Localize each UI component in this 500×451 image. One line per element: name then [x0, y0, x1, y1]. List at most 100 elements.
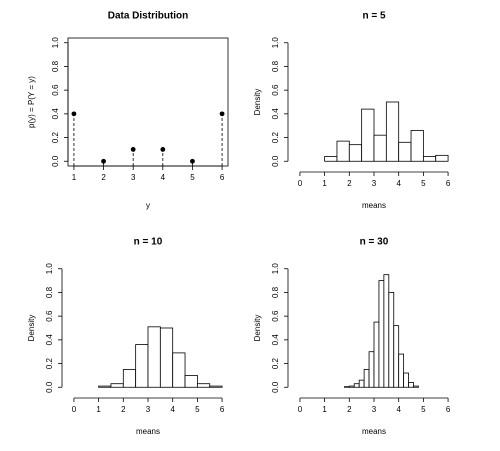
y-tick-label: 0.4: [45, 334, 54, 346]
y-tick-label: 0.4: [51, 108, 60, 120]
x-axis-label: y: [146, 201, 150, 210]
histogram-bar: [343, 386, 350, 388]
x-tick-label: 4: [396, 179, 401, 188]
panel-title: n = 30: [360, 237, 389, 248]
x-axis-label: means: [136, 427, 160, 436]
y-tick-label: 1.0: [271, 37, 280, 49]
stem-point: [101, 158, 106, 164]
panel-title: n = 10: [134, 237, 163, 248]
x-tick-label: 1: [96, 405, 101, 414]
y-tick-label: 0.0: [51, 155, 60, 167]
histogram-bar: [353, 383, 360, 388]
histogram-bar: [363, 369, 370, 388]
histogram-bar: [122, 369, 137, 388]
x-tick-label: 1: [72, 173, 77, 182]
panel-title: Data Distribution: [108, 11, 189, 22]
histogram-bar: [403, 372, 409, 388]
x-tick-label: 4: [396, 405, 401, 414]
stem-point: [71, 111, 77, 117]
histogram-bar: [373, 134, 387, 162]
y-tick-label: 0.0: [45, 381, 54, 393]
histogram-bar: [98, 385, 112, 388]
histogram-bar: [361, 108, 375, 162]
y-tick-label: 0.0: [271, 381, 280, 393]
y-tick-label: 0.8: [271, 286, 280, 298]
x-tick-label: 1: [322, 405, 327, 414]
plot-frame: [67, 37, 229, 167]
histogram-bar: [135, 344, 149, 388]
x-tick-label: 3: [372, 405, 377, 414]
histogram-bar: [373, 321, 380, 388]
y-tick-label: 0.2: [271, 131, 280, 143]
x-tick-label: 3: [146, 405, 151, 414]
x-tick-label: 5: [421, 405, 426, 414]
x-tick-label: 5: [421, 179, 426, 188]
histogram-bar: [110, 383, 124, 388]
stem-point: [130, 147, 136, 152]
histogram-bar: [422, 156, 437, 162]
histogram-bar: [383, 274, 390, 388]
x-tick-label: 3: [372, 179, 377, 188]
histogram-bar: [388, 292, 395, 388]
y-axis-label: p(y) = P(Y = y): [27, 76, 36, 128]
histogram-bar: [209, 385, 223, 388]
y-tick-label: 0.4: [271, 108, 280, 120]
histogram-bar: [393, 325, 400, 388]
histogram-bar: [408, 382, 414, 388]
y-tick-label: 0.0: [271, 155, 280, 167]
histogram-bar: [147, 326, 161, 388]
y-tick-label: 0.6: [271, 84, 280, 96]
y-tick-label: 0.4: [271, 334, 280, 346]
histogram-bar: [324, 156, 338, 162]
histogram-bar: [378, 280, 385, 388]
stem-point: [219, 111, 225, 117]
stem-point: [160, 147, 166, 152]
histogram-bar: [410, 130, 424, 162]
x-tick-label: 0: [72, 405, 77, 414]
x-tick-label: 4: [170, 405, 175, 414]
y-tick-label: 0.2: [45, 357, 54, 369]
histogram-bar: [348, 385, 355, 388]
histogram-bar: [196, 383, 211, 388]
histogram-bar: [398, 141, 412, 162]
x-tick-label: 4: [161, 173, 166, 182]
x-tick-label: 2: [121, 405, 126, 414]
y-tick-label: 0.6: [45, 310, 54, 322]
histogram-bar: [159, 327, 174, 388]
y-tick-label: 0.6: [271, 310, 280, 322]
y-axis-label: Density: [27, 315, 36, 342]
x-tick-label: 0: [298, 405, 303, 414]
x-tick-label: 6: [446, 405, 451, 414]
histogram-bar: [184, 375, 198, 388]
x-tick-label: 1: [322, 179, 327, 188]
x-tick-label: 0: [298, 179, 303, 188]
x-tick-label: 6: [220, 405, 225, 414]
x-tick-label: 5: [195, 405, 200, 414]
y-tick-label: 0.8: [51, 60, 60, 72]
y-tick-label: 0.6: [51, 84, 60, 96]
y-tick-label: 0.2: [271, 357, 280, 369]
stem-point: [190, 158, 195, 164]
x-tick-label: 6: [446, 179, 451, 188]
histogram-bar: [413, 385, 419, 388]
x-tick-label: 2: [347, 405, 352, 414]
histogram-bar: [358, 379, 365, 388]
y-tick-label: 1.0: [51, 37, 60, 49]
x-tick-label: 2: [101, 173, 106, 182]
y-tick-label: 1.0: [271, 263, 280, 275]
y-axis-label: Density: [253, 315, 262, 342]
y-axis-label: Density: [253, 89, 262, 116]
x-axis-label: means: [362, 201, 386, 210]
y-tick-label: 0.8: [45, 286, 54, 298]
histogram-bar: [368, 351, 375, 388]
x-tick-label: 2: [347, 179, 352, 188]
histogram-bar: [435, 154, 449, 162]
x-tick-label: 6: [220, 173, 225, 182]
x-tick-label: 3: [131, 173, 136, 182]
histogram-bar: [348, 144, 363, 162]
histogram-bar: [385, 101, 400, 162]
x-tick-label: 5: [190, 173, 195, 182]
x-axis-label: means: [362, 427, 386, 436]
panel-title: n = 5: [362, 11, 386, 22]
